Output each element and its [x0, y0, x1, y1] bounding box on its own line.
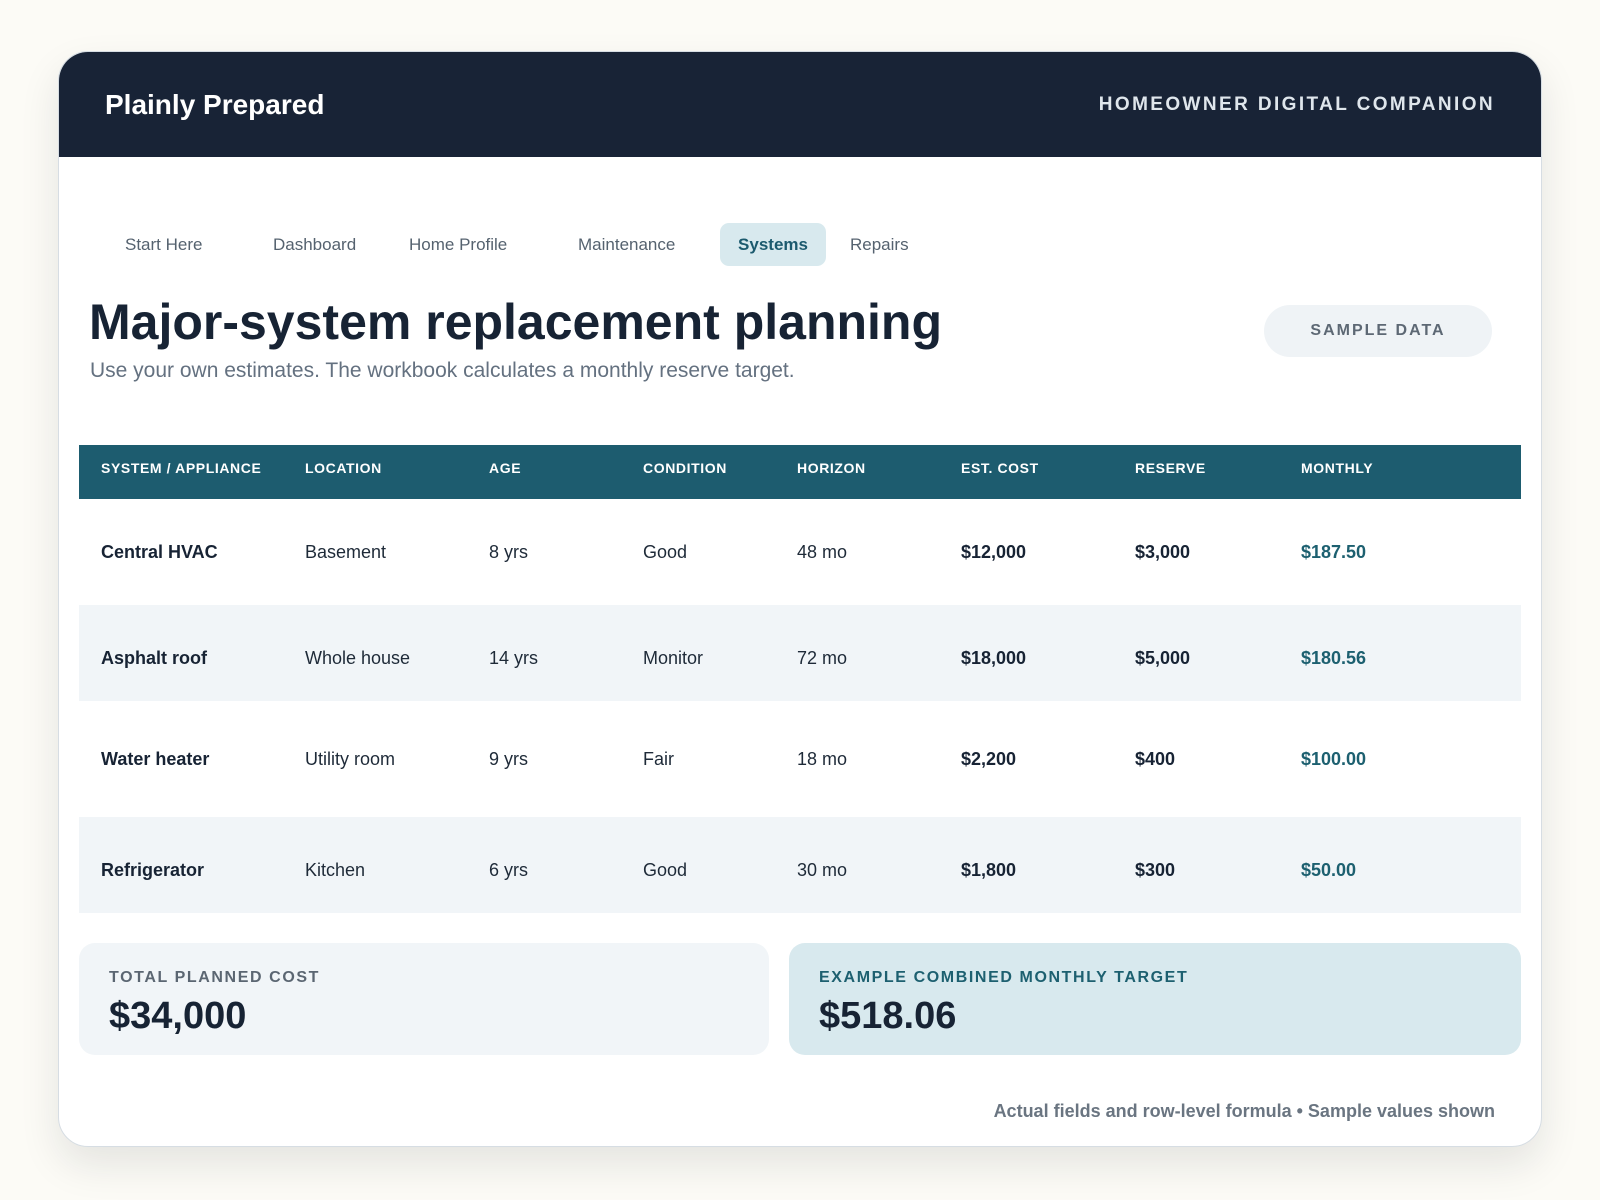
tab-home-profile[interactable]: Home Profile: [409, 235, 508, 254]
cell-system: Asphalt roof: [101, 648, 207, 668]
header-tagline: HOMEOWNER DIGITAL COMPANION: [1098, 93, 1495, 115]
app-header: Plainly Prepared HOMEOWNER DIGITAL COMPA…: [59, 52, 1541, 157]
cell-age: 9 yrs: [489, 749, 529, 769]
cell-system: Refrigerator: [101, 860, 205, 880]
cell-monthly: $50.00: [1301, 860, 1357, 880]
column-header-system: SYSTEM / APPLIANCE: [101, 460, 262, 476]
cell-reserve: $400: [1135, 749, 1176, 769]
page-title: Major-system replacement planning: [89, 294, 943, 350]
column-header-est-cost: EST. COST: [961, 460, 1039, 476]
total-planned-cost-label: TOTAL PLANNED COST: [109, 969, 321, 986]
table-row[interactable]: Refrigerator Kitchen 6 yrs Good 30 mo $1…: [79, 817, 1521, 913]
cell-monthly: $187.50: [1301, 542, 1367, 562]
table-header: SYSTEM / APPLIANCE LOCATION AGE CONDITIO…: [79, 445, 1521, 499]
page-subtitle: Use your own estimates. The workbook cal…: [90, 359, 795, 382]
column-header-location: LOCATION: [305, 460, 382, 476]
sample-data-badge: SAMPLE DATA: [1264, 305, 1492, 357]
cell-reserve: $3,000: [1135, 542, 1191, 562]
total-planned-cost-card: TOTAL PLANNED COST $34,000: [79, 943, 769, 1055]
column-header-age: AGE: [489, 460, 522, 476]
column-header-reserve: RESERVE: [1135, 460, 1206, 476]
cell-monthly: $100.00: [1301, 749, 1367, 769]
monthly-target-value: $518.06: [819, 995, 957, 1037]
tab-start-here[interactable]: Start Here: [125, 235, 203, 254]
monthly-target-card: EXAMPLE COMBINED MONTHLY TARGET $518.06: [789, 943, 1521, 1055]
cell-age: 8 yrs: [489, 542, 529, 562]
cell-condition: Good: [643, 542, 688, 562]
table-row[interactable]: Asphalt roof Whole house 14 yrs Monitor …: [79, 605, 1521, 701]
cell-condition: Fair: [643, 749, 674, 769]
cell-location: Whole house: [305, 648, 411, 668]
tab-repairs[interactable]: Repairs: [850, 235, 909, 254]
tab-maintenance[interactable]: Maintenance: [578, 235, 676, 254]
systems-table: SYSTEM / APPLIANCE LOCATION AGE CONDITIO…: [79, 445, 1521, 913]
tab-dashboard[interactable]: Dashboard: [273, 235, 357, 254]
cell-horizon: 48 mo: [797, 542, 848, 562]
column-header-condition: CONDITION: [643, 460, 727, 476]
cell-reserve: $300: [1135, 860, 1176, 880]
cell-age: 14 yrs: [489, 648, 539, 668]
cell-horizon: 18 mo: [797, 749, 848, 769]
cell-system: Water heater: [101, 749, 210, 769]
cell-reserve: $5,000: [1135, 648, 1191, 668]
cell-location: Kitchen: [305, 860, 366, 880]
cell-location: Basement: [305, 542, 387, 562]
workbook-card: Plainly Prepared HOMEOWNER DIGITAL COMPA…: [58, 51, 1542, 1147]
brand-title: Plainly Prepared: [105, 88, 325, 120]
cell-condition: Monitor: [643, 648, 704, 668]
table-row[interactable]: Water heater Utility room 9 yrs Fair 18 …: [79, 701, 1521, 817]
cell-age: 6 yrs: [489, 860, 529, 880]
cell-horizon: 30 mo: [797, 860, 848, 880]
footnote: Actual fields and row-level formula • Sa…: [993, 1101, 1495, 1121]
cell-horizon: 72 mo: [797, 648, 848, 668]
monthly-target-label: EXAMPLE COMBINED MONTHLY TARGET: [819, 969, 1189, 986]
total-planned-cost-value: $34,000: [109, 995, 247, 1037]
cell-est-cost: $1,800: [961, 860, 1017, 880]
cell-system: Central HVAC: [101, 542, 218, 562]
tab-nav: Start Here Dashboard Home Profile Mainte…: [59, 223, 1541, 266]
tab-systems[interactable]: Systems: [720, 223, 826, 266]
cell-monthly: $180.56: [1301, 648, 1367, 668]
cell-est-cost: $18,000: [961, 648, 1027, 668]
table-row[interactable]: Central HVAC Basement 8 yrs Good 48 mo $…: [79, 499, 1521, 605]
cell-condition: Good: [643, 860, 688, 880]
column-header-monthly: MONTHLY: [1301, 460, 1374, 476]
column-header-horizon: HORIZON: [797, 460, 866, 476]
cell-est-cost: $2,200: [961, 749, 1017, 769]
cell-location: Utility room: [305, 749, 396, 769]
cell-est-cost: $12,000: [961, 542, 1027, 562]
